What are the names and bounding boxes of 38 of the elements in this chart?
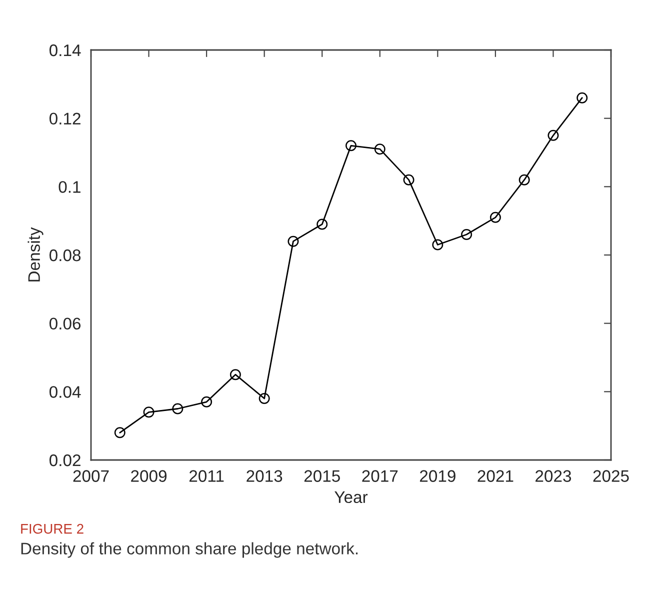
y-tick-label: 0.04 xyxy=(49,386,81,398)
y-tick-label: 0.02 xyxy=(49,454,80,466)
point xyxy=(403,174,414,186)
x-tick-label: 2007 xyxy=(73,470,109,482)
point xyxy=(490,212,501,223)
x-tick-label: 2023 xyxy=(536,470,572,482)
x-tick-label: 2025 xyxy=(593,470,629,482)
y-tick-label: 0.12 xyxy=(49,112,80,125)
x-tick-label: 2015 xyxy=(304,470,340,482)
point xyxy=(143,406,154,418)
point xyxy=(346,140,356,152)
y-tick-label: 0.1 xyxy=(58,181,80,193)
point xyxy=(432,239,444,250)
point xyxy=(114,427,126,438)
point xyxy=(461,229,472,240)
point xyxy=(230,369,241,380)
point xyxy=(201,396,212,408)
point xyxy=(576,92,588,104)
y-tick-label: 0.06 xyxy=(49,318,81,330)
x-tick-label: 2011 xyxy=(189,470,224,482)
point xyxy=(288,236,299,247)
point xyxy=(548,130,559,141)
x-axis-title: Year xyxy=(334,491,368,504)
x-tick-label: 2013 xyxy=(246,470,282,482)
y-tick-label: 0.08 xyxy=(49,249,81,262)
point xyxy=(518,174,530,186)
x-tick-label: 2017 xyxy=(362,470,398,482)
y-axis-title: Density xyxy=(28,227,44,282)
x-tick-label: 2021 xyxy=(478,470,514,482)
text: Density of the common share pledge network. xyxy=(21,542,358,558)
point xyxy=(374,144,386,155)
x-tick-label: 2019 xyxy=(420,470,456,482)
y-tick-label: 0.14 xyxy=(49,44,81,56)
caption: FIGURE 2 xyxy=(21,524,84,534)
point xyxy=(258,393,270,404)
x-tick-label: 2009 xyxy=(131,470,167,482)
point xyxy=(316,218,328,230)
point xyxy=(172,403,184,414)
